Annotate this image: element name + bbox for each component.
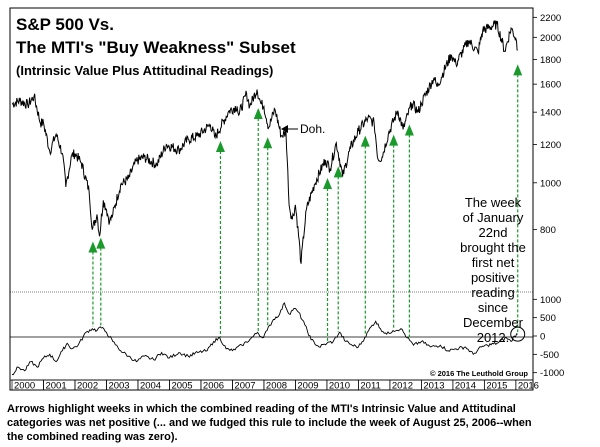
title-line-3: (Intrinsic Value Plus Attitudinal Readin… [16,63,273,78]
caption-line-1: Arrows highlight weeks in which the comb… [7,403,516,415]
buy-signal-arrows [88,64,523,342]
buy-signal-arrow [263,137,273,149]
price-tick-label: 1200 [540,140,561,151]
doh-arrow-head [281,125,288,133]
note-line-6: positive [471,270,515,285]
x-tick-label: 2003 [108,381,129,392]
buy-signal-arrow [323,177,333,189]
price-tick-label: 1000 [540,178,561,189]
x-tick-label: 2015 [486,381,507,392]
x-tick-label: 2008 [266,381,287,392]
note-line-2: of January [463,210,524,225]
buy-signal-arrow [253,108,263,120]
note-line-10: 2012. [477,330,510,345]
caption-line-2: categories was net positive (... and we … [7,417,532,429]
note-line-5: first net [472,255,515,270]
indicator-tick-label: -500 [540,350,559,361]
x-year-cell [515,379,534,391]
buy-signal-arrow [360,135,370,147]
caption-line-3: the combined reading was zero). [7,431,178,443]
x-tick-label: 2013 [423,381,444,392]
note-line-4: brought the [460,240,526,255]
x-tick-label: 2005 [171,381,192,392]
x-tick-label: 2011 [360,381,380,392]
doh-annotation: Doh. [281,122,325,136]
x-tick-label: 2014 [455,381,476,392]
buy-signal-arrow [215,141,225,153]
sp500-line [11,20,518,264]
price-y-ticks: 800 1000 1200 1400 1600 1800 2000 2200 [533,13,561,236]
title-line-2: The MTI's "Buy Weakness" Subset [16,38,296,57]
price-tick-label: 800 [540,225,556,236]
indicator-tick-label: -1000 [540,368,564,379]
price-tick-label: 2200 [540,13,561,24]
buy-signal-arrow [404,124,414,136]
x-tick-label: 2001 [45,381,66,392]
x-tick-label: 2012 [392,381,413,392]
buy-signal-arrow [389,134,399,146]
caption: Arrows highlight weeks in which the comb… [7,403,532,443]
note-line-9: December [463,315,524,330]
latest-reading-circle [510,326,526,342]
title-line-1: S&P 500 Vs. [16,15,114,34]
indicator-y-ticks: 1000 500 0 -500 -1000 [533,295,564,379]
doh-label: Doh. [300,122,325,136]
buy-signal-arrow [513,64,523,76]
x-tick-label: 2010 [329,381,350,392]
note-line-7: reading [471,285,514,300]
note-line-8: since [478,300,508,315]
buy-signal-arrow [88,241,98,253]
buy-signal-arrow [96,237,106,249]
x-tick-label: 2016 [518,381,539,392]
x-tick-label: 2006 [203,381,224,392]
source-credit: © 2016 The Leuthold Group [430,369,528,378]
price-tick-label: 1800 [540,55,561,66]
note-line-1: The week [465,195,522,210]
note-text: The week of January 22nd brought the fir… [460,195,526,345]
note-line-3: 22nd [479,225,508,240]
indicator-line [11,302,518,376]
chart-title: S&P 500 Vs. The MTI's "Buy Weakness" Sub… [16,15,296,78]
x-axis-ticks: 2000 2001 2002 2003 2004 2005 2006 2007 2008 2009… [11,379,539,392]
x-tick-label: 2009 [297,381,318,392]
x-tick-label: 2002 [77,381,98,392]
x-tick-label: 2004 [140,381,161,392]
price-tick-label: 1400 [540,108,561,119]
x-tick-label: 2000 [14,381,35,392]
indicator-tick-label: 1000 [540,295,561,306]
price-tick-label: 1600 [540,80,561,91]
indicator-tick-label: 0 [540,332,545,343]
buy-signal-arrow [333,166,343,178]
x-tick-label: 2007 [234,381,255,392]
indicator-tick-label: 500 [540,313,556,324]
price-tick-label: 2000 [540,33,561,44]
